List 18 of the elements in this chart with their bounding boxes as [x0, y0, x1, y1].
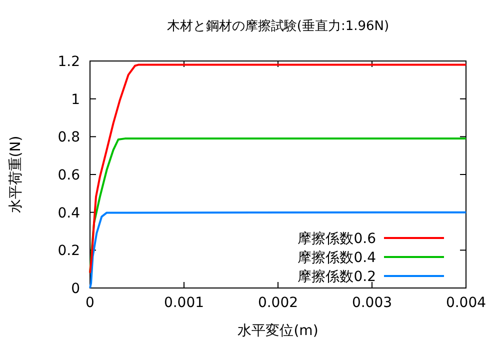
title: 木材と鋼材の摩擦試験(垂直力:1.96N) [166, 19, 390, 34]
ylabel: 水平荷重(N) [8, 136, 24, 214]
xlabel: 水平変位(m) [238, 323, 318, 339]
legend-label: 摩擦係数0.2 [298, 269, 376, 285]
y-tick-label: 0.4 [58, 205, 80, 222]
x-tick-label: 0 [86, 295, 94, 311]
y-tick-label: 0.2 [58, 243, 80, 260]
y-tick-label: 0.6 [58, 168, 80, 184]
y-tick-label: 0 [71, 281, 80, 297]
x-tick-label: 0.001 [164, 295, 204, 311]
y-tick-label: 1.2 [58, 54, 80, 70]
y-tick-label: 1 [71, 92, 80, 108]
legend-label: 摩擦係数0.6 [298, 231, 376, 247]
legend-label: 摩擦係数0.4 [298, 250, 376, 266]
x-tick-label: 0.002 [258, 295, 298, 311]
x-tick-label: 0.004 [446, 295, 486, 311]
x-tick-label: 0.003 [352, 295, 392, 311]
y-tick-label: 0.8 [58, 130, 80, 146]
